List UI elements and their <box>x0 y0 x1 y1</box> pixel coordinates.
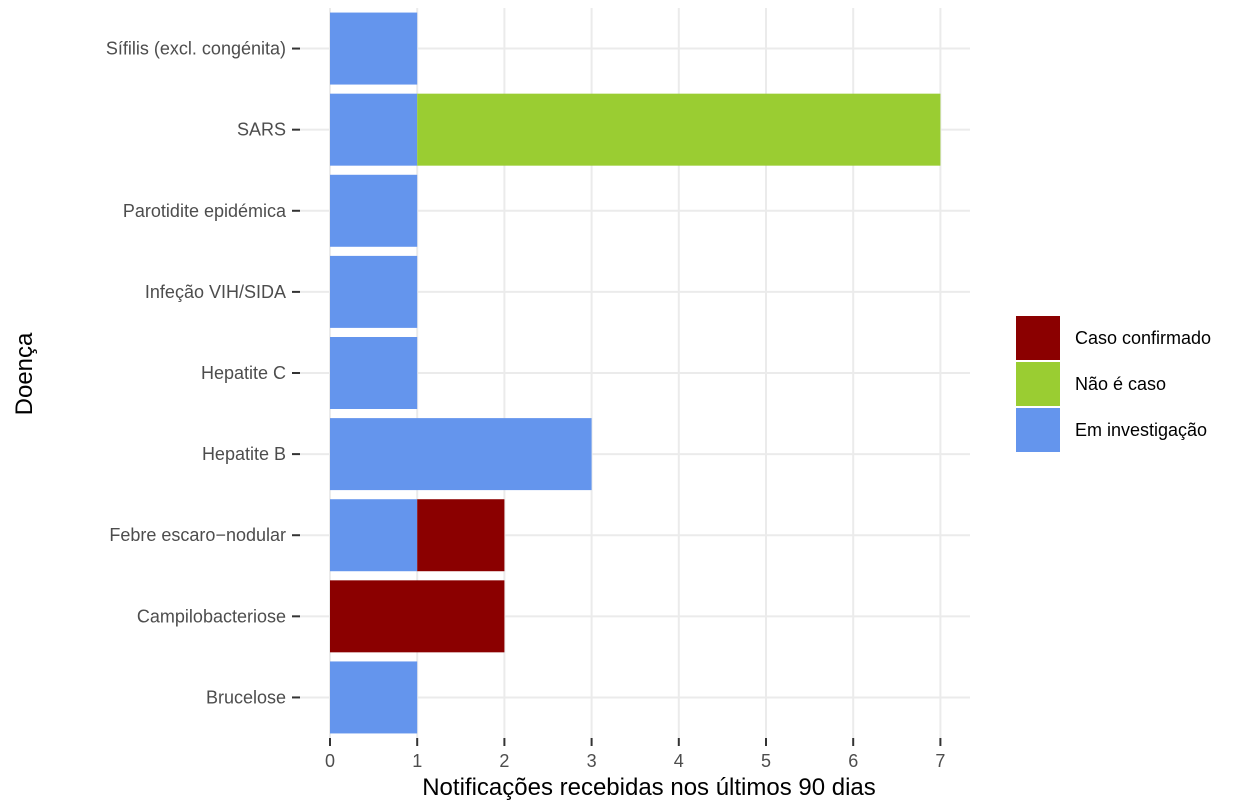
x-tick-label: 6 <box>848 751 858 771</box>
bar-segment <box>330 255 418 328</box>
y-tick-label: Infeção VIH/SIDA <box>145 282 286 302</box>
y-tick-label: SARS <box>237 120 286 140</box>
bar-segment <box>330 93 418 166</box>
x-axis: 0 1 2 3 4 5 6 7 <box>325 738 945 771</box>
y-tick-label: Campilobacteriose <box>137 606 286 626</box>
y-tick-label: Hepatite B <box>202 444 286 464</box>
x-tick-label: 0 <box>325 751 335 771</box>
y-axis: Sífilis (excl. congénita) SARS Parotidite … <box>106 39 300 707</box>
bar-segment <box>330 580 505 653</box>
y-tick-label: Febre escaro−nodular <box>109 525 286 545</box>
x-tick-label: 3 <box>587 751 597 771</box>
y-tick-label: Parotidite epidémica <box>123 201 287 221</box>
x-tick-label: 2 <box>499 751 509 771</box>
x-tick-label: 1 <box>412 751 422 771</box>
y-tick-label: Hepatite C <box>201 363 286 383</box>
legend-label: Não é caso <box>1075 374 1166 394</box>
x-tick-label: 5 <box>761 751 771 771</box>
legend-label: Caso confirmado <box>1075 328 1211 348</box>
bar-segment <box>417 93 941 166</box>
legend: Caso confirmado Não é caso Em investigação <box>1016 316 1211 452</box>
bar-segment <box>330 12 418 85</box>
x-tick-label: 7 <box>935 751 945 771</box>
y-tick-label: Sífilis (excl. congénita) <box>106 39 286 59</box>
bar-segment <box>330 661 418 734</box>
y-axis-title: Doença <box>11 332 38 415</box>
legend-key <box>1016 316 1060 360</box>
x-axis-title: Notificações recebidas nos últimos 90 di… <box>422 774 876 801</box>
x-tick-label: 4 <box>674 751 684 771</box>
bar-segment <box>330 499 418 572</box>
bars <box>330 12 941 734</box>
bar-segment <box>330 174 418 247</box>
bar-segment <box>330 418 592 491</box>
bar-segment <box>330 337 418 409</box>
legend-key <box>1016 362 1060 406</box>
legend-key <box>1016 408 1060 452</box>
y-tick-label: Brucelose <box>206 687 286 707</box>
bar-segment <box>417 499 505 572</box>
legend-label: Em investigação <box>1075 420 1207 440</box>
